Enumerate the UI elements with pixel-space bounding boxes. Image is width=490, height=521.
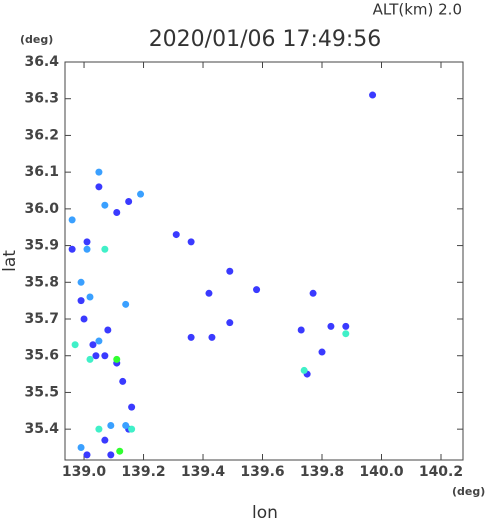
echo-point [83,451,91,459]
echo-point [86,293,94,301]
y-axis-label: lat [0,250,20,272]
echo-point [187,238,195,246]
echo-point [119,377,127,385]
echo-point [253,286,261,294]
echo-point [77,278,85,286]
y-tick-label: 36.0 [24,201,59,217]
x-tick-label: 140.2 [419,464,463,480]
echo-point [101,201,109,209]
echo-point [95,337,103,345]
echo-point [83,245,91,253]
echo-point [95,425,103,433]
echo-point [226,267,234,275]
echo-point [297,326,305,334]
echo-point [300,366,308,374]
echo-point [226,319,234,327]
echo-point [89,341,97,349]
echo-point [95,168,103,176]
echo-point [208,333,216,341]
echo-point [80,315,88,323]
x-tick-label: 140.0 [359,464,404,480]
y-unit: (deg) [20,33,53,46]
echo-point [86,355,94,363]
y-tick-label: 35.9 [24,238,59,254]
echo-point [122,421,130,429]
echo-point [128,403,136,411]
echo-point [68,245,76,253]
echo-point [107,451,115,459]
x-tick-label: 139.0 [62,464,107,480]
echo-point [113,355,121,363]
x-tick-label: 139.6 [240,464,284,480]
echo-point [342,330,350,338]
x-tick-label: 139.4 [181,464,226,480]
echo-point [327,322,335,330]
echo-point [128,425,136,433]
echo-point [309,289,317,297]
echo-point [342,322,350,330]
echo-point [77,444,85,452]
echo-point [318,348,326,356]
echo-point [113,209,121,217]
echo-point [187,333,195,341]
y-tick-label: 36.3 [24,91,59,107]
echo-point [101,352,109,360]
echo-point [68,216,76,224]
echo-point [92,352,100,360]
echo-point [107,421,115,429]
y-tick-label: 36.4 [24,54,59,70]
plot-frame [64,61,464,461]
y-tick-label: 35.6 [24,348,59,364]
altitude-label: ALT(km) 2.0 [373,1,462,19]
echo-point [122,300,130,308]
echo-point [137,190,145,198]
echo-point [71,341,79,349]
x-tick-label: 139.8 [300,464,344,480]
x-axis-label: lon [252,503,278,521]
y-tick-label: 36.1 [24,164,59,180]
echo-point [77,297,85,305]
y-tick-label: 35.5 [24,384,59,400]
echo-point [205,289,213,297]
y-tick-label: 35.7 [24,311,59,327]
echo-point [172,231,180,239]
echo-point [83,238,91,246]
x-tick-label: 139.2 [121,464,165,480]
echo-point [101,436,109,444]
echo-point [125,198,133,206]
x-unit: (deg) [452,485,485,498]
chart-title: 2020/01/06 17:49:56 [149,27,382,52]
echo-point [95,183,103,191]
echo-point [369,91,377,99]
echo-point [104,326,112,334]
echo-point [101,245,109,253]
y-tick-label: 35.4 [24,421,59,437]
y-tick-label: 36.2 [24,127,59,143]
y-tick-label: 35.8 [24,274,59,290]
echo-point [116,447,124,455]
